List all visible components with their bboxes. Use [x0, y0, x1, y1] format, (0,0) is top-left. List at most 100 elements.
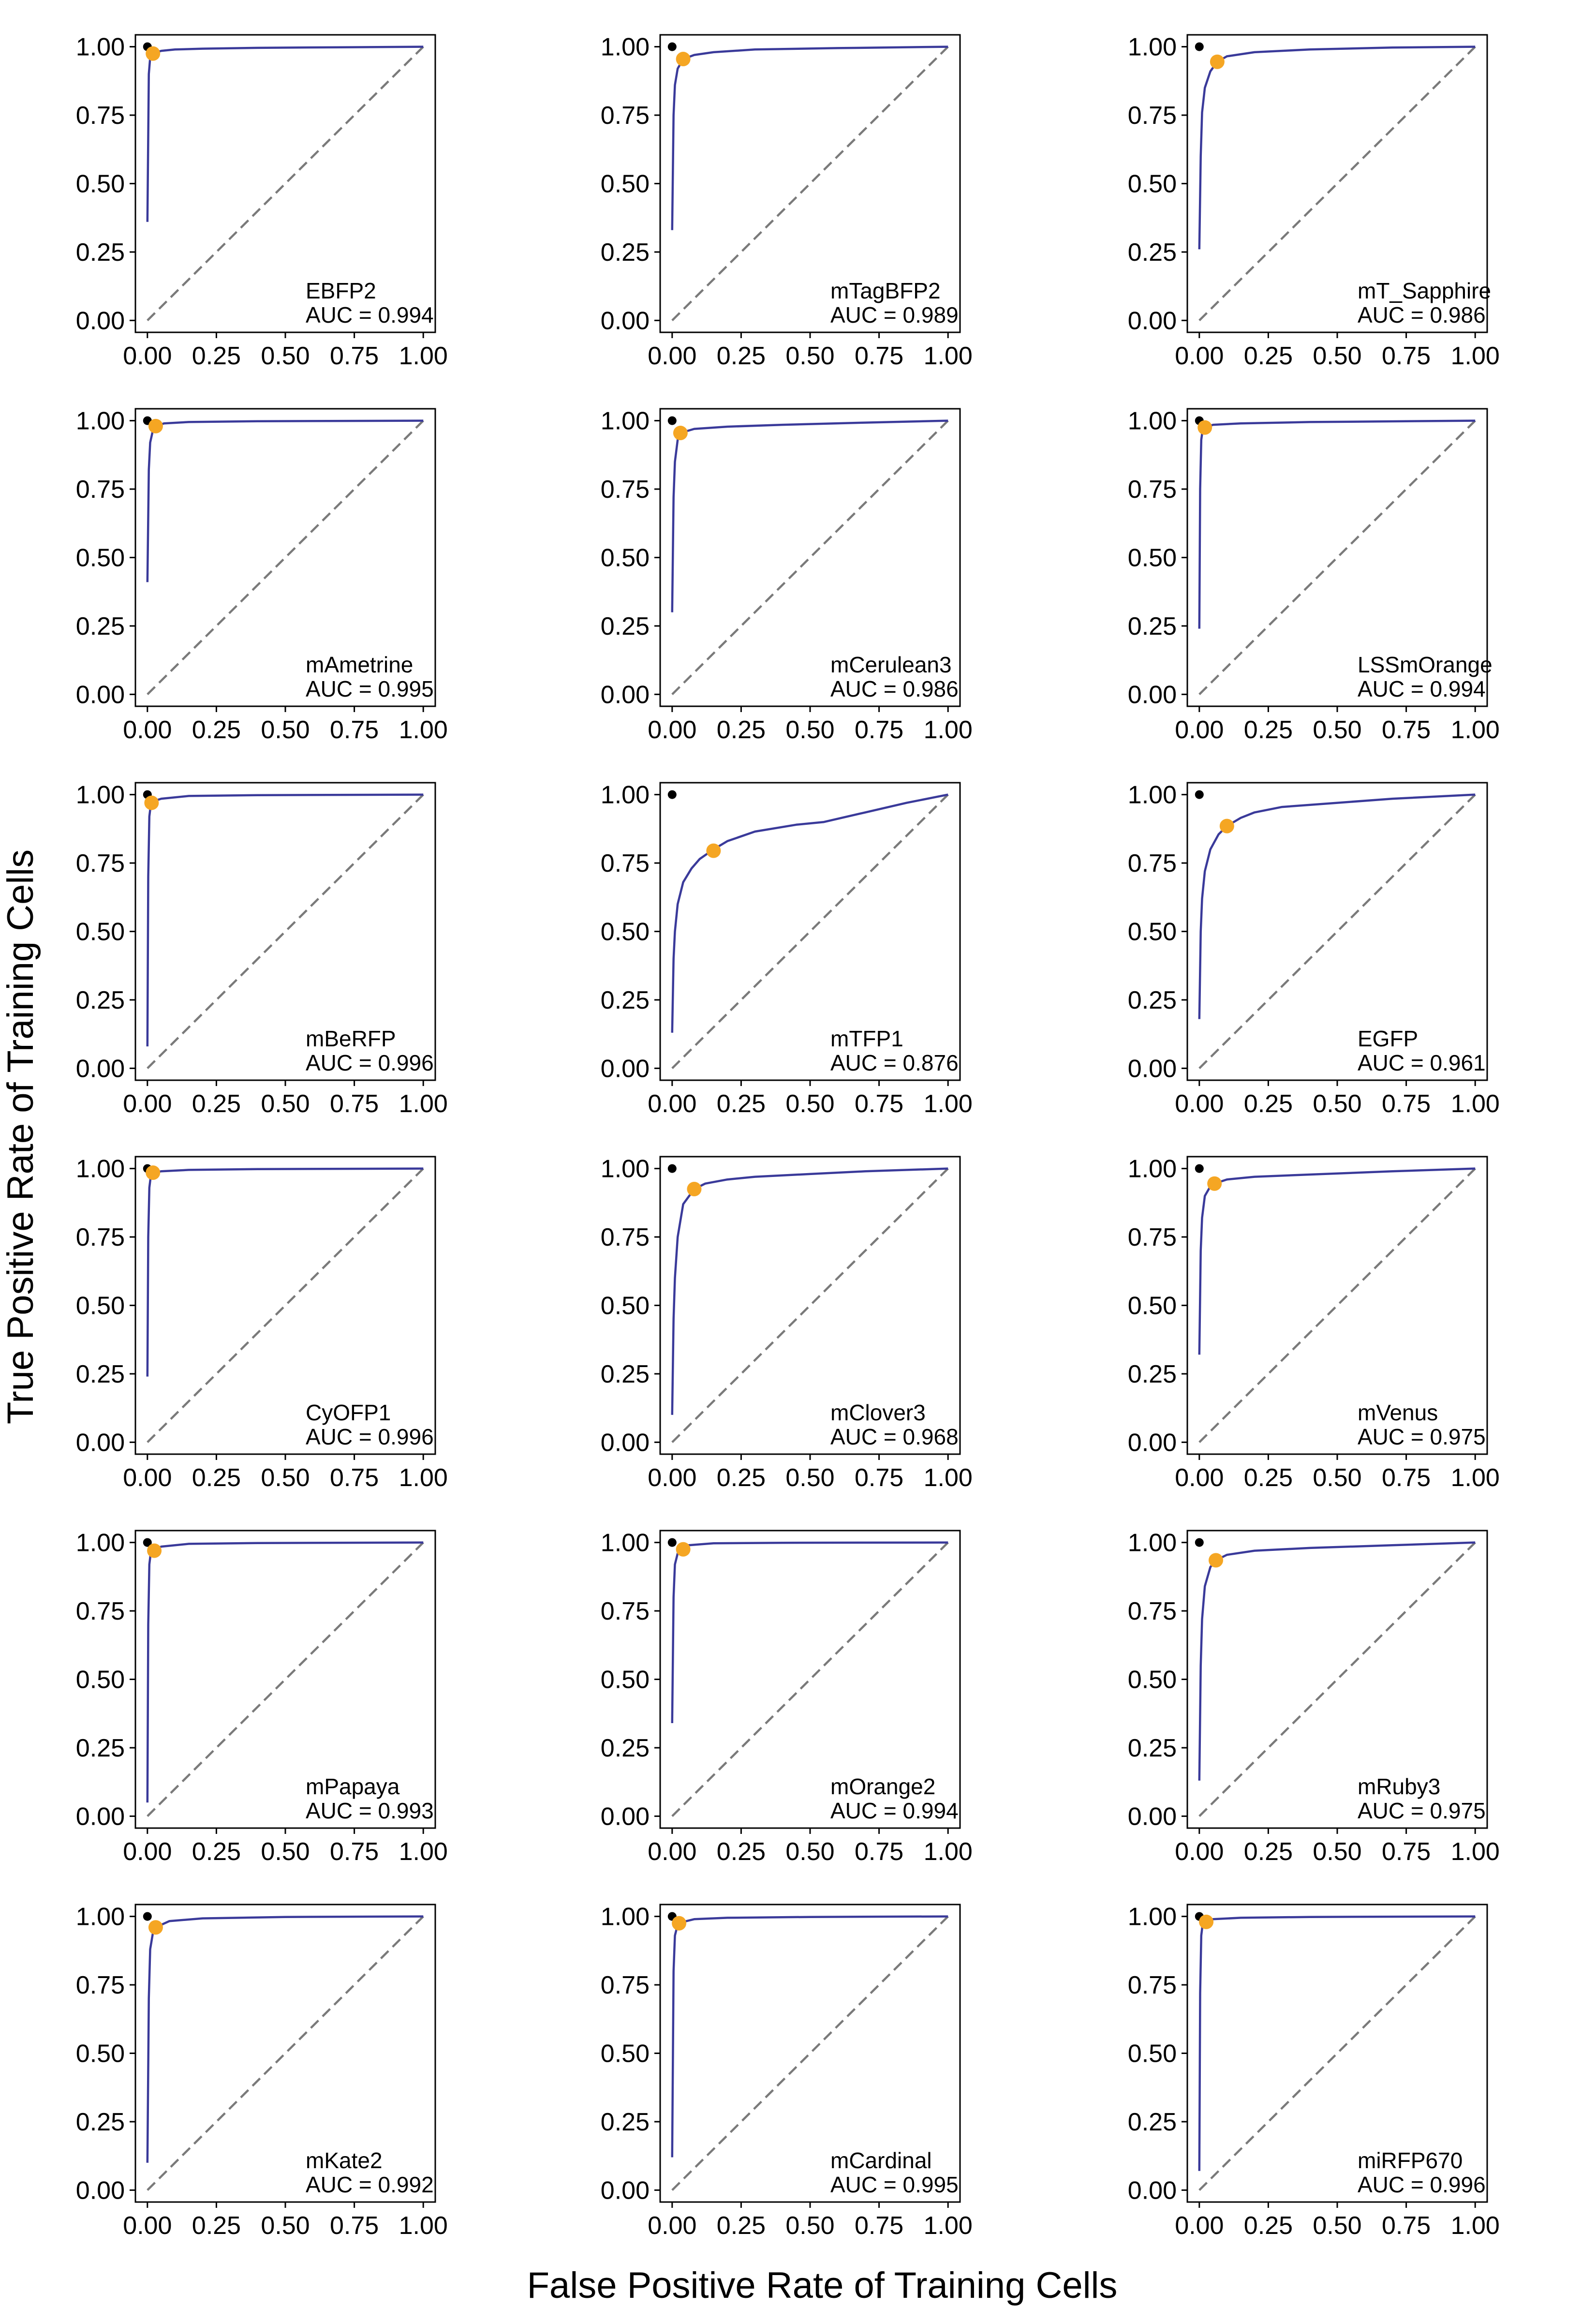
auc-label: AUC = 0.992: [306, 2172, 434, 2197]
y-tick-label: 0.00: [1128, 1055, 1177, 1083]
x-tick-label: 0.50: [1313, 1838, 1361, 1866]
x-tick-label: 0.75: [330, 342, 379, 370]
roc-panel-mT_Sapphire: 0.00 0.25 0.50 0.75 1.00 0.00 0.25 0.50 0.75 1.00…: [1128, 33, 1500, 370]
y-tick-label: 0.00: [601, 1429, 650, 1457]
x-tick-label: 0.00: [1175, 1090, 1224, 1118]
panel-name-label: mKate2: [306, 2148, 383, 2173]
x-tick-label: 0.75: [855, 1090, 903, 1118]
y-tick-label: 0.50: [601, 170, 650, 198]
y-tick-label: 0.25: [76, 1360, 125, 1388]
y-tick-label: 0.25: [1128, 238, 1177, 267]
x-tick-label: 0.00: [1175, 2212, 1224, 2240]
panel-name-label: mCerulean3: [830, 652, 952, 677]
x-tick-label: 0.75: [330, 1090, 379, 1118]
perfect-classifier-point: [1195, 1538, 1204, 1547]
y-tick-label: 0.00: [1128, 681, 1177, 709]
perfect-classifier-point: [667, 1164, 677, 1173]
y-tick-label: 0.00: [601, 2176, 650, 2204]
panel-name-label: mRuby3: [1358, 1774, 1440, 1799]
y-tick-label: 1.00: [601, 407, 650, 435]
y-tick-label: 0.00: [76, 2176, 125, 2204]
x-tick-label: 0.50: [785, 1090, 834, 1118]
auc-label: AUC = 0.996: [306, 1424, 434, 1449]
y-tick-label: 0.50: [601, 1292, 650, 1320]
y-tick-label: 0.50: [1128, 2040, 1177, 2068]
x-tick-label: 0.75: [330, 1838, 379, 1866]
y-tick-label: 0.75: [1128, 102, 1177, 130]
y-tick-label: 0.50: [76, 544, 125, 572]
y-tick-label: 0.50: [76, 1666, 125, 1694]
panel-name-label: mOrange2: [830, 1774, 935, 1799]
y-tick-label: 0.25: [1128, 612, 1177, 640]
y-tick-label: 0.75: [1128, 1971, 1177, 1999]
auc-label: AUC = 0.994: [306, 302, 434, 327]
x-tick-label: 0.50: [785, 342, 834, 370]
x-tick-label: 1.00: [399, 1838, 448, 1866]
selected-threshold-point: [1219, 819, 1234, 834]
y-tick-label: 0.75: [76, 849, 125, 878]
selected-threshold-point: [147, 1543, 162, 1558]
panel-grid: 0.00 0.25 0.50 0.75 1.00 0.00 0.25 0.50 0.75 1.00…: [76, 33, 1500, 2240]
y-tick-label: 0.75: [76, 476, 125, 504]
plot-frame: [659, 782, 961, 1081]
x-tick-label: 0.50: [1313, 2212, 1361, 2240]
y-tick-label: 0.75: [601, 849, 650, 878]
perfect-classifier-point: [1195, 1164, 1204, 1173]
x-tick-label: 0.00: [123, 1090, 172, 1118]
y-tick-label: 0.50: [601, 544, 650, 572]
auc-label: AUC = 0.968: [830, 1424, 959, 1449]
x-tick-label: 0.50: [261, 1090, 310, 1118]
auc-label: AUC = 0.975: [1358, 1424, 1486, 1449]
y-tick-label: 0.00: [1128, 2176, 1177, 2204]
auc-label: AUC = 0.961: [1358, 1050, 1486, 1075]
auc-label: AUC = 0.986: [1358, 302, 1486, 327]
x-tick-label: 0.00: [648, 1090, 696, 1118]
x-tick-label: 1.00: [1451, 716, 1500, 744]
panel-name-label: mT_Sapphire: [1358, 278, 1491, 303]
plot-frame: [1186, 1156, 1488, 1455]
roc-panel-LSSmOrange: 0.00 0.25 0.50 0.75 1.00 0.00 0.25 0.50 0.75 1.00…: [1128, 407, 1500, 744]
y-tick-label: 0.00: [601, 1055, 650, 1083]
x-tick-label: 0.75: [1382, 1464, 1431, 1492]
y-tick-label: 0.75: [1128, 849, 1177, 878]
x-tick-label: 0.00: [648, 342, 696, 370]
y-tick-label: 1.00: [601, 781, 650, 809]
auc-label: AUC = 0.876: [830, 1050, 959, 1075]
y-tick-label: 0.50: [601, 1666, 650, 1694]
perfect-classifier-point: [667, 42, 677, 51]
roc-panel-miRFP670: 0.00 0.25 0.50 0.75 1.00 0.00 0.25 0.50 0.75 1.00…: [1128, 1903, 1500, 2240]
y-tick-label: 0.25: [601, 238, 650, 267]
y-tick-label: 1.00: [76, 33, 125, 61]
auc-label: AUC = 0.994: [1358, 676, 1486, 701]
selected-threshold-point: [1199, 1914, 1214, 1929]
x-tick-label: 0.75: [330, 2212, 379, 2240]
selected-threshold-point: [1209, 1553, 1224, 1568]
selected-threshold-point: [676, 1542, 691, 1557]
y-tick-label: 0.25: [601, 986, 650, 1014]
x-tick-label: 1.00: [399, 716, 448, 744]
y-tick-label: 0.00: [1128, 1802, 1177, 1831]
x-tick-label: 0.25: [192, 2212, 241, 2240]
x-tick-label: 0.75: [855, 1464, 903, 1492]
x-tick-label: 0.50: [785, 1838, 834, 1866]
x-tick-label: 0.75: [1382, 716, 1431, 744]
x-tick-label: 0.50: [261, 716, 310, 744]
x-tick-label: 0.75: [330, 1464, 379, 1492]
selected-threshold-point: [672, 1916, 687, 1931]
panel-name-label: LSSmOrange: [1358, 652, 1493, 677]
y-tick-label: 0.25: [1128, 1734, 1177, 1762]
panel-name-label: mTagBFP2: [830, 278, 941, 303]
x-tick-label: 0.25: [717, 2212, 766, 2240]
y-tick-label: 0.00: [76, 307, 125, 335]
roc-panel-mAmetrine: 0.00 0.25 0.50 0.75 1.00 0.00 0.25 0.50 0.75 1.00…: [76, 407, 448, 744]
selected-threshold-point: [146, 1165, 161, 1180]
x-tick-label: 0.00: [123, 2212, 172, 2240]
panel-name-label: mVenus: [1358, 1400, 1438, 1425]
panel-name-label: mBeRFP: [306, 1026, 396, 1051]
auc-label: AUC = 0.986: [830, 676, 959, 701]
y-tick-label: 0.75: [601, 1971, 650, 1999]
x-tick-label: 1.00: [924, 716, 973, 744]
perfect-classifier-point: [667, 416, 677, 425]
y-tick-label: 0.25: [1128, 986, 1177, 1014]
perfect-classifier-point: [1195, 42, 1204, 51]
